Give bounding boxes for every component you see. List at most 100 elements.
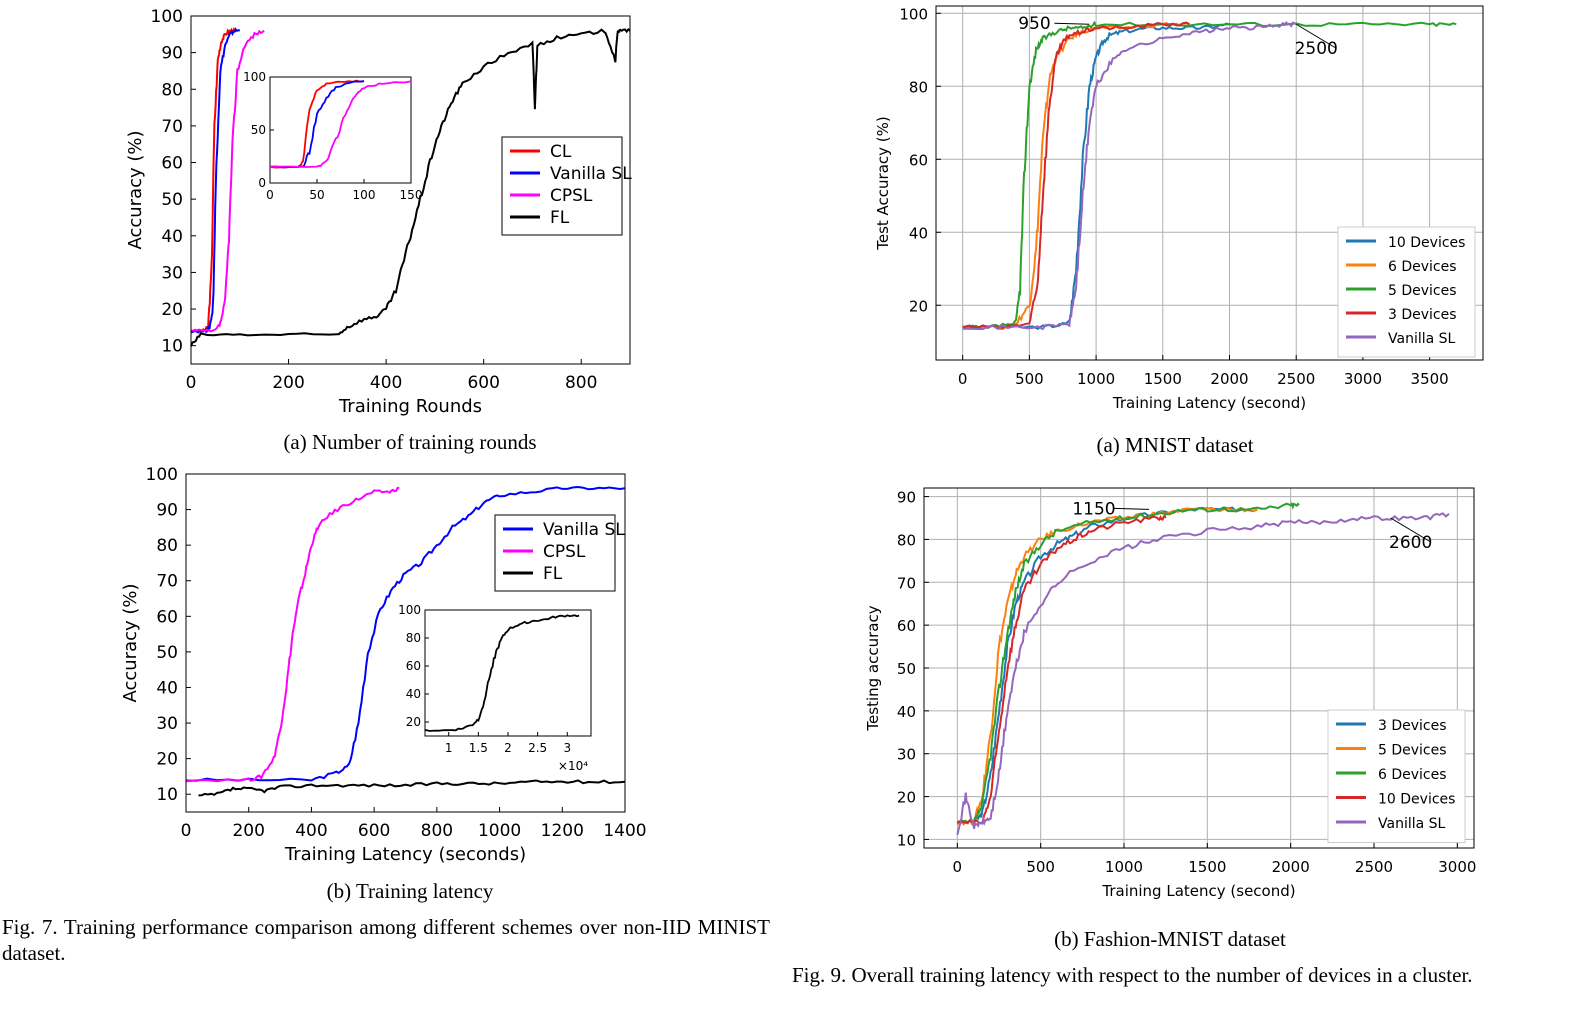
annotation-arrow	[1390, 517, 1431, 543]
legend-box	[501, 136, 623, 236]
legend-label: FL	[550, 208, 570, 228]
y-tick-label: 50	[897, 660, 916, 678]
y-tick-label: 80	[897, 531, 916, 549]
y-tick-label: 50	[156, 643, 178, 663]
annotation-label: 2500	[1295, 39, 1338, 59]
y-tick-label: 90	[156, 501, 178, 521]
series-line-6-devices	[957, 501, 1300, 825]
series-line-cpsl	[190, 29, 265, 333]
y-tick-label: 100	[899, 5, 928, 23]
inset-chart: 1 1.5 2 2.5 3 20 40 60 80 100 ×10⁴	[398, 603, 592, 773]
legend-label: 6 Devices	[1388, 259, 1457, 275]
plot-frame	[185, 473, 626, 813]
y-tick-label: 10	[156, 785, 178, 805]
y-tick-label: 20	[897, 789, 916, 807]
series-line-cpsl	[185, 486, 400, 783]
legend-label: CL	[550, 142, 572, 162]
fig7a-caption: (a) Number of training rounds	[283, 430, 537, 454]
x-tick-label: 1400	[603, 821, 646, 841]
x-tick-label: 3500	[1411, 370, 1449, 388]
y-tick-label: 60	[909, 151, 928, 169]
series-line-fl	[190, 27, 631, 347]
legend-label: 3 Devices	[1378, 718, 1447, 734]
x-tick-label: 2000	[1210, 370, 1248, 388]
inset-x-tick-label: 2	[504, 741, 512, 755]
x-tick-label: 3000	[1438, 858, 1476, 876]
x-axis-label: Training Latency (second)	[1101, 882, 1295, 900]
fig7-caption: Fig. 7. Training performance comparison …	[2, 915, 770, 965]
y-tick-label: 40	[909, 224, 928, 242]
x-axis-label: Training Latency (second)	[1112, 394, 1306, 412]
series-line-vanilla-sl	[185, 485, 626, 782]
inset-series-line	[269, 80, 412, 168]
y-tick-label: 50	[161, 190, 183, 210]
legend-label: 3 Devices	[1388, 307, 1457, 323]
y-tick-label: 60	[161, 154, 183, 174]
x-axis-label: Training Latency (seconds)	[284, 844, 526, 865]
legend-label: 5 Devices	[1388, 283, 1457, 299]
legend-label: Vanilla SL	[550, 164, 632, 184]
y-tick-label: 100	[146, 465, 178, 485]
y-tick-label: 40	[161, 227, 183, 247]
inset-y-tick-label: 60	[406, 659, 421, 673]
inset-y-tick-label: 100	[398, 603, 421, 617]
inset-x-tick-label: 1.5	[469, 741, 488, 755]
chart-7a: 0 200 400 600 800 10 20 30 40 50 60 70 80 90 100 Traini…	[125, 7, 632, 417]
annotation-arrow	[1113, 507, 1150, 510]
x-tick-label: 0	[181, 821, 192, 841]
x-axis-label: Training Rounds	[338, 396, 482, 417]
inset-x-tick-label: 3	[563, 741, 571, 755]
x-tick-label: 1000	[1105, 858, 1143, 876]
x-tick-label: 2500	[1355, 858, 1393, 876]
y-tick-label: 40	[156, 678, 178, 698]
y-tick-label: 70	[161, 117, 183, 137]
series-line-10-devices	[962, 22, 1230, 331]
series-line-vanilla-sl	[190, 27, 241, 334]
inset-x-tick-label: 50	[309, 188, 324, 202]
legend-label: Vanilla SL	[1388, 331, 1456, 347]
y-tick-label: 80	[161, 80, 183, 100]
x-tick-label: 400	[295, 821, 327, 841]
inset-x-tick-label: 150	[400, 188, 423, 202]
y-axis-label: Accuracy (%)	[125, 130, 146, 249]
annotation-arrow	[1054, 22, 1090, 25]
y-tick-label: 20	[909, 297, 928, 315]
y-tick-label: 90	[897, 489, 916, 507]
inset-y-tick-label: 100	[243, 70, 266, 84]
x-tick-label: 600	[467, 373, 499, 393]
fig9b-caption: (b) Fashion-MNIST dataset	[1054, 927, 1286, 951]
y-tick-label: 80	[156, 536, 178, 556]
plot-frame	[935, 5, 1484, 361]
series-line-vanilla-sl	[962, 21, 1297, 331]
x-tick-label: 200	[232, 821, 264, 841]
series-line-fl	[198, 779, 626, 797]
x-tick-label: 1500	[1188, 858, 1226, 876]
y-tick-label: 70	[156, 572, 178, 592]
y-tick-label: 30	[897, 746, 916, 764]
fig7b-caption: (b) Training latency	[326, 879, 494, 903]
legend-label: CPSL	[550, 186, 593, 206]
inset-y-tick-label: 20	[406, 715, 421, 729]
x-tick-label: 500	[1026, 858, 1055, 876]
inset-x-multiplier: ×10⁴	[558, 759, 588, 773]
inset-x-tick-label: 100	[353, 188, 376, 202]
inset-chart: 0 50 100 150 0 50 100	[243, 70, 422, 202]
inset-series-line	[269, 80, 365, 169]
x-tick-label: 1000	[1077, 370, 1115, 388]
y-axis-label: Accuracy (%)	[120, 583, 141, 702]
series-line-10-devices	[956, 514, 1167, 825]
legend-label: CPSL	[543, 542, 586, 562]
y-tick-label: 20	[156, 750, 178, 770]
series-line-vanilla-sl	[956, 512, 1450, 836]
x-tick-label: 0	[958, 370, 968, 388]
x-tick-label: 1000	[478, 821, 521, 841]
inset-y-tick-label: 40	[406, 687, 421, 701]
y-axis-label: Test Accuracy (%)	[874, 116, 892, 251]
x-tick-label: 400	[370, 373, 402, 393]
inset-y-tick-label: 50	[251, 123, 266, 137]
y-tick-label: 90	[161, 44, 183, 64]
x-tick-label: 800	[565, 373, 597, 393]
y-tick-label: 60	[897, 617, 916, 635]
x-tick-label: 600	[358, 821, 390, 841]
